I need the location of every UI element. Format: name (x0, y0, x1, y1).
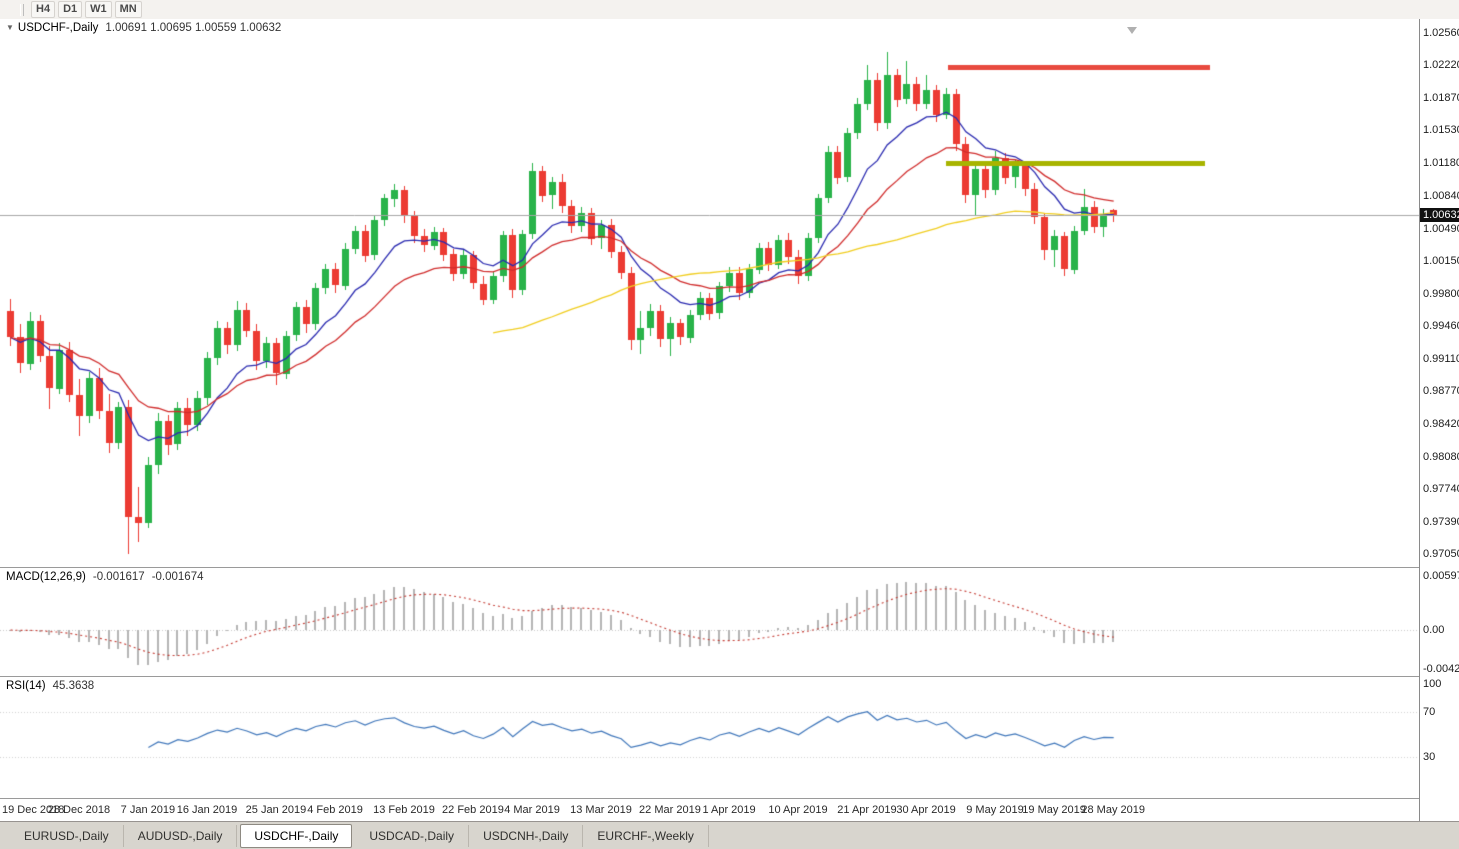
chart-title: ▼ USDCHF-,Daily 1.00691 1.00695 1.00559 1.… (6, 22, 281, 34)
price-axis-label: 0.98770 (1423, 385, 1459, 397)
price-axis-label: 0.98420 (1423, 418, 1459, 430)
price-axis-label: 1.01530 (1423, 124, 1459, 136)
price-axis-label: 0.99460 (1423, 320, 1459, 332)
price-axis[interactable]: 1.02560 1.02220 1.01870 1.01530 1.01180 1.008… (1419, 19, 1459, 821)
rsi-value: 45.3638 (52, 680, 95, 692)
time-axis-label: 19 May 2019 (1022, 804, 1086, 816)
chart-tabs-bar: EURUSD-,Daily AUDUSD-,Daily USDCHF-,Daily U… (0, 821, 1459, 849)
time-axis-label: 9 May 2019 (966, 804, 1024, 816)
pane-separator[interactable] (0, 567, 1459, 568)
tab-usdcnh-daily[interactable]: USDCNH-,Daily (469, 824, 584, 847)
price-axis-label: 0.97740 (1423, 483, 1459, 495)
macd-label: MACD(12,26,9) (6, 571, 86, 583)
rsi-chart-canvas[interactable] (0, 677, 1419, 798)
price-axis-label: 1.00150 (1423, 255, 1459, 267)
rsi-title: RSI(14) 45.3638 (6, 680, 94, 692)
timeframe-button-d1[interactable]: D1 (58, 1, 83, 18)
time-axis-label: 21 Apr 2019 (837, 804, 897, 816)
price-axis-label: 0.99800 (1423, 288, 1459, 300)
price-axis-label: 1.01180 (1423, 157, 1459, 169)
macd-axis-label: -0.00424 (1423, 663, 1459, 675)
time-axis-label: 25 Jan 2019 (245, 804, 307, 816)
pane-separator (0, 798, 1459, 799)
time-axis-label: 4 Feb 2019 (307, 804, 363, 816)
time-axis-label: 10 Apr 2019 (768, 804, 828, 816)
tab-eurchf-weekly[interactable]: EURCHF-,Weekly (583, 824, 709, 847)
toolbar-grip-icon[interactable] (20, 3, 24, 16)
price-axis-label: 1.02560 (1423, 27, 1459, 39)
rsi-axis-label: 70 (1423, 706, 1436, 718)
time-axis[interactable]: 19 Dec 2018 28 Dec 2018 7 Jan 2019 16 Jan 2… (0, 799, 1419, 821)
macd-signal-value: -0.001674 (151, 571, 204, 583)
timeframe-button-mn[interactable]: MN (114, 1, 142, 18)
time-axis-label: 22 Mar 2019 (639, 804, 701, 816)
pane-separator[interactable] (0, 676, 1459, 677)
current-price-badge: 1.00632 (1420, 208, 1459, 222)
price-axis-label: 0.98080 (1423, 451, 1459, 463)
time-axis-label: 13 Feb 2019 (373, 804, 435, 816)
price-axis-label: 1.01870 (1423, 92, 1459, 104)
timeframe-button-group: H4 D1 W1 MN (31, 1, 145, 18)
price-axis-label: 0.97050 (1423, 548, 1459, 560)
time-axis-label: 4 Mar 2019 (504, 804, 560, 816)
time-axis-label: 22 Feb 2019 (442, 804, 504, 816)
chart-ohlc-values: 1.00691 1.00695 1.00559 1.00632 (105, 22, 282, 34)
macd-axis-label: 0.00 (1423, 624, 1445, 636)
price-axis-label: 1.00490 (1423, 223, 1459, 235)
time-axis-label: 28 Dec 2018 (47, 804, 111, 816)
price-chart-canvas[interactable] (0, 19, 1419, 567)
tab-usdcad-daily[interactable]: USDCAD-,Daily (355, 824, 470, 847)
time-axis-label: 30 Apr 2019 (896, 804, 956, 816)
time-axis-label: 7 Jan 2019 (120, 804, 176, 816)
price-axis-label: 1.00840 (1423, 190, 1459, 202)
time-axis-label: 16 Jan 2019 (176, 804, 238, 816)
chart-shift-marker-icon[interactable] (1127, 27, 1137, 34)
macd-axis-label: 0.00597 (1423, 570, 1459, 582)
time-axis-label: 1 Apr 2019 (702, 804, 756, 816)
time-axis-label: 19 Dec 2018 (2, 804, 65, 816)
time-axis-label: 13 Mar 2019 (570, 804, 632, 816)
timeframe-button-w1[interactable]: W1 (85, 1, 112, 18)
chart-window: ▼ USDCHF-,Daily 1.00691 1.00695 1.00559 1.… (0, 19, 1459, 821)
time-axis-label: 28 May 2019 (1081, 804, 1145, 816)
chart-dropdown-icon[interactable]: ▼ (6, 23, 14, 32)
rsi-label: RSI(14) (6, 680, 46, 692)
macd-main-value: -0.001617 (92, 571, 145, 583)
macd-chart-canvas[interactable] (0, 568, 1419, 676)
rsi-axis-label: 100 (1423, 678, 1442, 690)
tab-eurusd-daily[interactable]: EURUSD-,Daily (10, 824, 124, 847)
timeframe-toolbar: H4 D1 W1 MN (0, 0, 1459, 20)
timeframe-button-h4[interactable]: H4 (31, 1, 56, 18)
chart-symbol-label: USDCHF-,Daily (17, 22, 99, 34)
price-axis-label: 0.97390 (1423, 516, 1459, 528)
price-axis-label: 0.99110 (1423, 353, 1459, 365)
macd-title: MACD(12,26,9) -0.001617 -0.001674 (6, 571, 203, 583)
tab-audusd-daily[interactable]: AUDUSD-,Daily (124, 824, 238, 847)
rsi-axis-label: 30 (1423, 751, 1436, 763)
price-axis-label: 1.02220 (1423, 59, 1459, 71)
tab-usdchf-daily[interactable]: USDCHF-,Daily (240, 823, 353, 848)
